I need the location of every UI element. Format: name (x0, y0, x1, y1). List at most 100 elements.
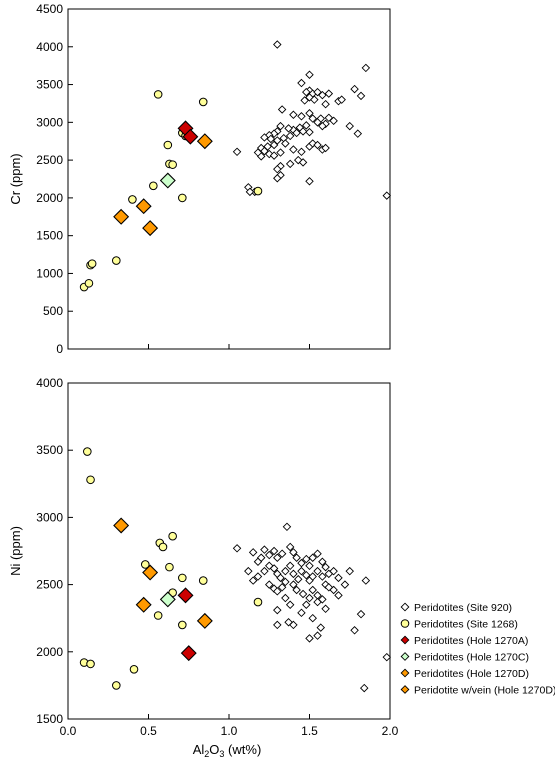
data-point (302, 87, 311, 97)
y-tick-label: 0 (56, 342, 63, 356)
data-point (313, 140, 322, 150)
legend-label: Peridotites (Site 920) (414, 602, 512, 614)
x-axis-title: Al2O3 (wt%) (193, 742, 262, 759)
y-tick-label: 1000 (36, 266, 63, 280)
data-point (149, 181, 158, 191)
data-point (113, 208, 130, 225)
data-point (142, 564, 159, 581)
data-point (313, 118, 322, 127)
data-point (292, 128, 301, 138)
data-point (289, 145, 298, 154)
data-point (281, 577, 290, 587)
data-point (313, 549, 322, 558)
data-point (305, 634, 314, 643)
data-point (269, 546, 279, 556)
y-axis-title: Ni (ppm) (8, 526, 23, 576)
cr-panel: 0 500 1000 1500 2000 2500 3000 3500 4000 4500 Cr (… (8, 2, 392, 356)
y-tick-label: 4000 (36, 40, 63, 54)
data-point (356, 91, 366, 101)
data-point (298, 589, 308, 599)
legend: Peridotites (Site 920) Peridotites (Site … (400, 602, 555, 697)
x-tick-label: 1.5 (301, 724, 318, 738)
data-point (302, 121, 311, 130)
data-point (196, 612, 213, 629)
data-point (135, 198, 152, 215)
legend-item: Peridotites (Hole 1270C) (400, 652, 529, 664)
data-point (273, 164, 282, 174)
data-point (298, 158, 308, 167)
data-point (285, 561, 295, 571)
data-point (83, 447, 92, 456)
data-point (260, 146, 269, 156)
data-point (305, 177, 314, 186)
data-point (285, 159, 295, 169)
data-point (269, 140, 279, 150)
data-point (300, 96, 309, 105)
data-point (182, 128, 199, 145)
data-point (153, 611, 163, 620)
data-point (308, 585, 317, 595)
data-point (266, 134, 276, 144)
data-point (305, 127, 314, 137)
data-point (289, 110, 298, 120)
data-point (302, 570, 311, 580)
data-point (361, 63, 371, 73)
legend-item: Peridotites (Site 920) (400, 602, 512, 614)
data-point (260, 133, 269, 142)
data-point (382, 652, 392, 662)
legend-item: Peridotites (Hole 1270D) (400, 668, 529, 680)
data-point (159, 591, 176, 608)
data-point (321, 119, 330, 129)
data-point (297, 566, 306, 576)
data-point (302, 600, 311, 609)
data-point (284, 124, 293, 133)
y-tick-label: 3500 (36, 443, 63, 457)
data-point (310, 95, 319, 104)
data-point (253, 597, 263, 607)
data-point (86, 659, 95, 669)
data-point (318, 121, 327, 131)
data-point (140, 560, 150, 569)
data-point (360, 683, 369, 693)
data-point (308, 613, 317, 623)
data-point (269, 151, 279, 160)
data-point (321, 562, 330, 572)
data-point (277, 105, 287, 114)
data-point (178, 573, 187, 583)
x-tick-label: 1.0 (221, 724, 238, 738)
data-point (87, 259, 97, 268)
data-point (276, 148, 285, 157)
y-tick-label: 1500 (36, 712, 63, 726)
legend-marker (400, 685, 410, 694)
legend-marker (400, 619, 410, 628)
data-point (318, 90, 327, 100)
y-tick-label: 2500 (36, 153, 63, 167)
data-point (284, 617, 293, 627)
y-tick-label: 500 (43, 304, 63, 318)
y-tick-label: 4000 (36, 376, 63, 390)
data-point (308, 572, 317, 581)
data-point (253, 186, 263, 196)
data-point (84, 278, 94, 288)
data-point (334, 591, 343, 600)
data-point (196, 133, 213, 150)
data-point (260, 545, 269, 554)
data-point (277, 583, 287, 592)
data-point (305, 593, 314, 603)
data-point (273, 605, 282, 615)
data-point (324, 89, 334, 98)
data-point (329, 585, 338, 595)
data-point (269, 564, 279, 573)
data-point (256, 553, 266, 562)
plot-frame (67, 8, 391, 350)
series-peridotites-site-1268 (79, 447, 263, 690)
data-point (281, 139, 290, 148)
data-point (318, 557, 327, 566)
data-point (276, 573, 285, 583)
data-point (313, 631, 322, 640)
data-point (165, 562, 174, 572)
data-point (321, 604, 330, 614)
x-tick-label: 0.0 (60, 724, 77, 738)
data-point (253, 572, 263, 581)
